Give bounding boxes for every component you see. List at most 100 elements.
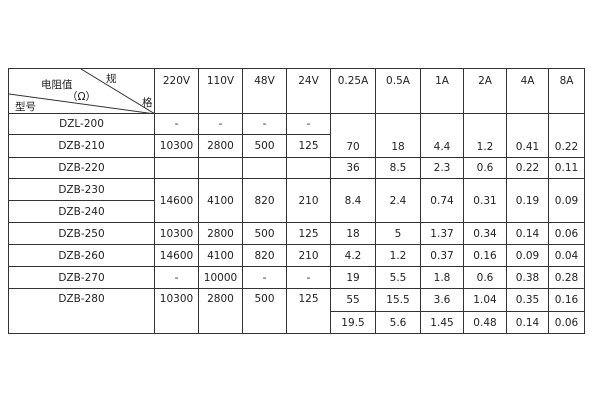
cell: - — [242, 113, 287, 135]
cell: 55 — [330, 288, 376, 312]
cell: 0.74 — [420, 178, 464, 223]
corner-spec-a: 规 — [106, 73, 117, 85]
column-header: 2A — [463, 68, 507, 114]
cell: 4100 — [198, 178, 243, 223]
cell: 5 — [375, 222, 421, 245]
table-row: DZB-210 10300 2800 500 125 — [8, 134, 585, 158]
cell: 0.16 — [463, 244, 507, 267]
cell: 1.2 — [463, 113, 507, 158]
cell: 19 — [330, 266, 376, 289]
column-header: 1A — [420, 68, 464, 114]
cell: 125 — [286, 134, 331, 158]
cell: 0.06 — [548, 311, 585, 334]
cell: 2800 — [198, 134, 243, 158]
table-row: DZL-200 - - - - 70 18 4.4 1.2 0.41 0.22 — [8, 113, 585, 158]
column-header: 0.5A — [375, 68, 421, 114]
corner-spec-b: 格 — [142, 97, 153, 109]
cell: 2800 — [198, 222, 243, 245]
cell: - — [154, 113, 199, 135]
model-cell: DZB-220 — [8, 157, 155, 179]
cell: 4100 — [198, 244, 243, 267]
cell: 70 — [330, 113, 376, 158]
column-header: 24V — [286, 68, 331, 114]
cell: 1.37 — [420, 222, 464, 245]
cell: 0.14 — [506, 311, 549, 334]
empty-cell — [198, 157, 243, 179]
cell: 0.31 — [463, 178, 507, 223]
column-header: 110V — [198, 68, 243, 114]
cell: 15.5 — [375, 288, 421, 312]
cell: 0.22 — [548, 113, 585, 158]
cell: 1.8 — [420, 266, 464, 289]
cell: 0.11 — [548, 157, 585, 179]
model-cell: DZB-230 — [8, 178, 155, 201]
cell: 820 — [242, 178, 287, 223]
cell: 0.09 — [548, 178, 585, 223]
diagonal-lines — [9, 69, 154, 113]
cell: 500 — [242, 288, 287, 334]
cell: 125 — [286, 288, 331, 334]
column-header: 4A — [506, 68, 549, 114]
model-cell: DZL-200 — [8, 113, 155, 135]
corner-header-cell: 规 格 电阻值 （Ω） 型号 — [8, 68, 155, 114]
cell: 8.4 — [330, 178, 376, 223]
cell: 210 — [286, 244, 331, 267]
cell: - — [242, 266, 287, 289]
cell: 1.45 — [420, 311, 464, 334]
column-header: 8A — [548, 68, 585, 114]
cell: 10300 — [154, 222, 199, 245]
cell: 500 — [242, 134, 287, 158]
cell: 0.37 — [420, 244, 464, 267]
cell: 10300 — [154, 134, 199, 158]
cell: 18 — [375, 113, 421, 158]
cell: 2.3 — [420, 157, 464, 179]
cell: - — [286, 113, 331, 135]
cell: 0.19 — [506, 178, 549, 223]
cell: 0.6 — [463, 266, 507, 289]
model-cell: DZB-250 — [8, 222, 155, 245]
cell: 10300 — [154, 288, 199, 334]
cell: 0.38 — [506, 266, 549, 289]
column-header: 0.25A — [330, 68, 376, 114]
empty-cell — [154, 157, 199, 179]
cell: 0.09 — [506, 244, 549, 267]
table-row: DZB-270 - 10000 - - 19 5.5 1.8 0.6 0.38 … — [8, 266, 585, 289]
model-cell: DZB-270 — [8, 266, 155, 289]
table-row: DZB-280 10300 2800 500 125 55 15.5 3.6 1… — [8, 288, 585, 334]
table-row: DZB-220 36 8.5 2.3 0.6 0.22 0.11 — [8, 157, 585, 179]
cell: 0.35 — [506, 288, 549, 312]
cell: 14600 — [154, 244, 199, 267]
cell: 210 — [286, 178, 331, 223]
header-row: 规 格 电阻值 （Ω） 型号 220V 110V 48V 24V 0.25A 0… — [8, 68, 585, 114]
model-cell: DZB-240 — [8, 200, 155, 223]
table-row: DZB-250 10300 2800 500 125 18 5 1.37 0.3… — [8, 222, 585, 245]
cell: 36 — [330, 157, 376, 179]
cell: - — [286, 266, 331, 289]
cell: 0.16 — [548, 288, 585, 312]
model-cell: DZB-280 — [8, 288, 155, 334]
cell: 8.5 — [375, 157, 421, 179]
column-header: 48V — [242, 68, 287, 114]
cell: 500 — [242, 222, 287, 245]
cell: 125 — [286, 222, 331, 245]
cell: 0.48 — [463, 311, 507, 334]
model-cell: DZB-210 — [8, 134, 155, 158]
cell: 5.6 — [375, 311, 421, 334]
table-row: DZB-230 14600 4100 820 210 8.4 2.4 0.74 … — [8, 178, 585, 223]
cell: 2.4 — [375, 178, 421, 223]
cell: 4.2 — [330, 244, 376, 267]
cell: 0.22 — [506, 157, 549, 179]
empty-cell — [286, 157, 331, 179]
cell: 0.41 — [506, 113, 549, 158]
cell: 0.34 — [463, 222, 507, 245]
table-row: 19.5 5.6 1.45 0.48 0.14 0.06 — [9, 311, 585, 334]
corner-model: 型号 — [15, 101, 36, 113]
table-row: DZB-260 14600 4100 820 210 4.2 1.2 0.37 … — [8, 244, 585, 267]
cell: 2800 — [198, 288, 243, 334]
cell: 820 — [242, 244, 287, 267]
cell: 0.06 — [548, 222, 585, 245]
cell: 0.14 — [506, 222, 549, 245]
cell: - — [198, 113, 243, 135]
cell: 10000 — [198, 266, 243, 289]
cell: 0.28 — [548, 266, 585, 289]
